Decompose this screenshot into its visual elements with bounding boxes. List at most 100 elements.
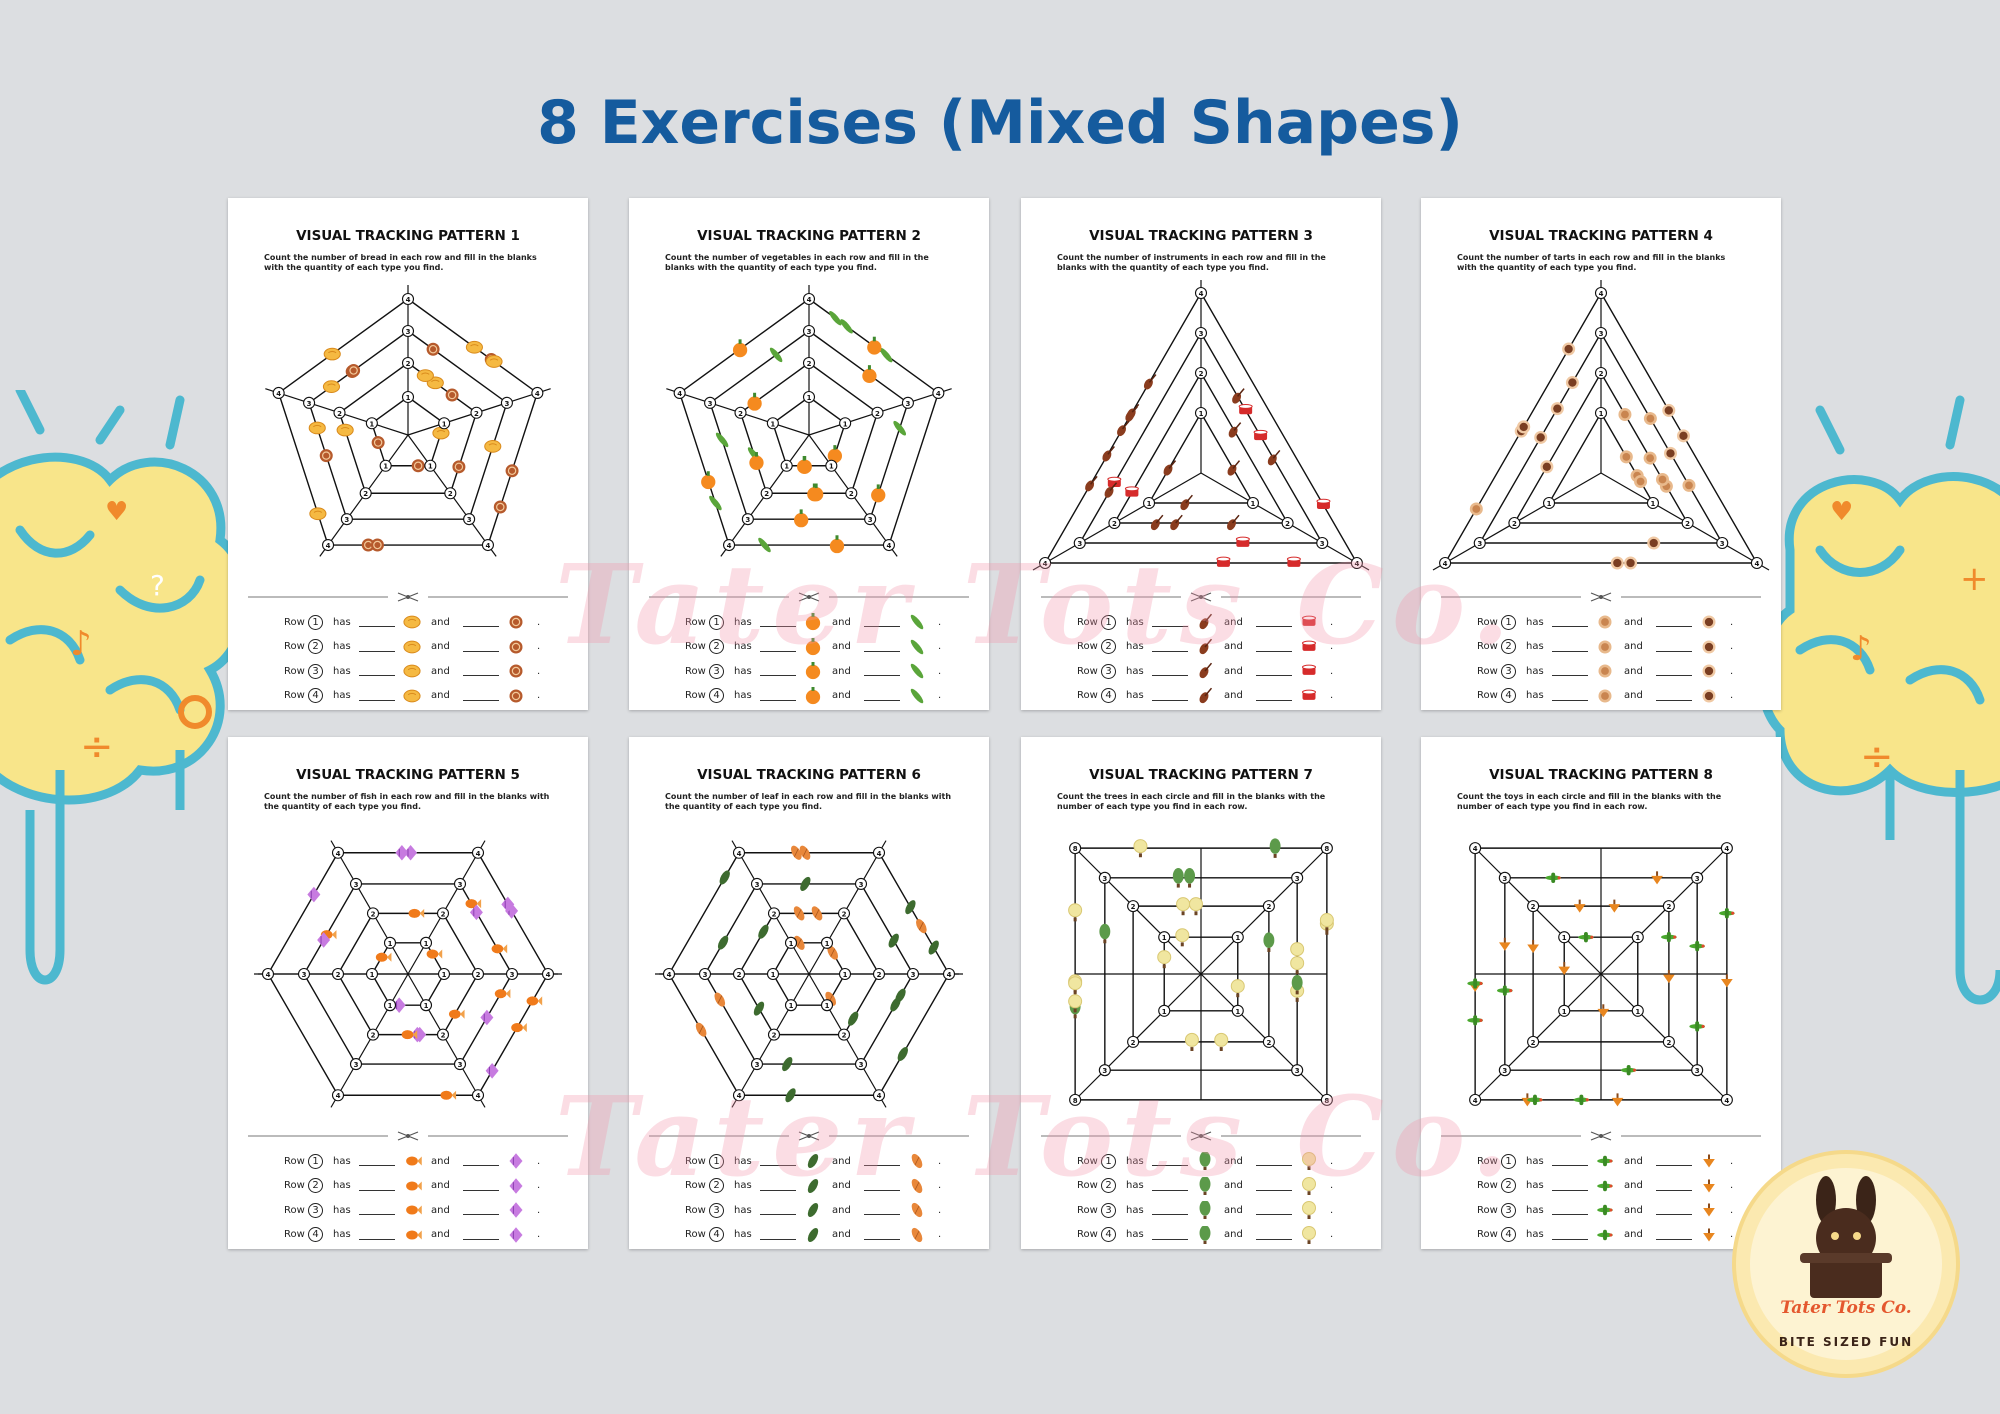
green-tree-icon <box>1269 838 1281 858</box>
answer-blank-2[interactable] <box>463 617 499 628</box>
answer-blank-1[interactable] <box>1552 1205 1588 1216</box>
answer-blank-1[interactable] <box>760 691 796 701</box>
cucumber-icon <box>910 639 924 654</box>
yellow-tree-icon <box>1133 839 1148 858</box>
answer-blank-2[interactable] <box>1256 691 1292 701</box>
answer-blank-2[interactable] <box>1656 1230 1692 1240</box>
bread-icon <box>403 689 421 703</box>
answer-blank-2[interactable] <box>1256 666 1292 677</box>
answer-blank-2[interactable] <box>463 1205 499 1216</box>
answer-blank-2[interactable] <box>1256 1156 1292 1167</box>
answer-blank-1[interactable] <box>760 617 796 628</box>
svg-text:4: 4 <box>1724 845 1729 853</box>
answer-row: Row 4 has and. <box>1477 1223 1747 1248</box>
svg-text:3: 3 <box>1695 875 1700 883</box>
answer-blank-2[interactable] <box>1256 642 1292 652</box>
oak-leaf-icon <box>791 845 802 860</box>
answer-blank-1[interactable] <box>760 1156 796 1167</box>
answer-blank-1[interactable] <box>1552 691 1588 701</box>
track-spoke <box>330 973 409 1108</box>
row-number: 4 <box>1101 688 1116 704</box>
violin-icon <box>1163 460 1177 476</box>
ring-number-label: 1 <box>419 999 433 1012</box>
answer-blank-1[interactable] <box>1152 1181 1188 1191</box>
answer-blank-1[interactable] <box>760 1181 796 1191</box>
green-leaf-icon <box>800 876 811 891</box>
answer-blank-1[interactable] <box>1152 1156 1188 1167</box>
answer-blank-2[interactable] <box>1656 1156 1692 1167</box>
answer-blank-1[interactable] <box>760 666 796 677</box>
answer-blank-2[interactable] <box>864 666 900 677</box>
answer-blank-2[interactable] <box>1256 617 1292 628</box>
answer-blank-2[interactable] <box>1656 1205 1692 1216</box>
violin-icon <box>1267 449 1281 466</box>
answer-blank-1[interactable] <box>1552 1230 1588 1240</box>
answer-blank-1[interactable] <box>1552 1181 1588 1191</box>
answer-blank-2[interactable] <box>463 1156 499 1167</box>
period: . <box>938 1155 942 1167</box>
answer-blank-1[interactable] <box>1152 691 1188 701</box>
answer-blank-2[interactable] <box>864 617 900 628</box>
goldfish-icon <box>406 1156 422 1166</box>
answer-blank-1[interactable] <box>359 1205 395 1216</box>
worksheet-instruction: Count the number of vegetables in each r… <box>665 253 929 272</box>
answer-blank-2[interactable] <box>1656 691 1692 701</box>
drum-icon <box>1302 640 1316 651</box>
tart-icon <box>1598 689 1612 703</box>
answer-blank-1[interactable] <box>1552 1156 1588 1167</box>
period: . <box>1730 641 1734 653</box>
yellow-tree-icon <box>1302 1225 1316 1244</box>
answer-blank-2[interactable] <box>1256 1230 1292 1240</box>
answer-blank-2[interactable] <box>864 642 900 652</box>
svg-text:1: 1 <box>807 394 812 402</box>
goldfish-icon <box>406 1181 422 1191</box>
answer-blank-1[interactable] <box>1152 642 1188 652</box>
answer-blank-2[interactable] <box>1256 1205 1292 1216</box>
answer-blank-2[interactable] <box>1656 1181 1692 1191</box>
answer-blank-2[interactable] <box>1656 666 1692 677</box>
answer-blank-1[interactable] <box>1552 666 1588 677</box>
spinning-top-icon <box>1703 1154 1715 1168</box>
svg-text:♪: ♪ <box>70 624 92 664</box>
answer-blank-2[interactable] <box>463 666 499 677</box>
answer-blank-1[interactable] <box>359 1156 395 1167</box>
answer-blank-1[interactable] <box>359 666 395 677</box>
answer-blank-1[interactable] <box>1152 1205 1188 1216</box>
svg-text:4: 4 <box>677 390 682 398</box>
svg-text:1: 1 <box>829 463 834 471</box>
answer-blank-2[interactable] <box>1256 1181 1292 1191</box>
toy-plane-icon <box>1497 985 1513 996</box>
track-ring <box>709 330 909 520</box>
answer-blank-1[interactable] <box>359 1181 395 1191</box>
worksheet-title: VISUAL TRACKING PATTERN 8 <box>1489 767 1713 783</box>
answer-blank-1[interactable] <box>359 691 395 701</box>
answer-blank-1[interactable] <box>359 1230 395 1240</box>
answer-blank-1[interactable] <box>359 617 395 628</box>
answer-blank-1[interactable] <box>1152 666 1188 677</box>
ring-number-label: 4 <box>673 386 686 400</box>
answer-blank-2[interactable] <box>463 642 499 652</box>
answer-blank-2[interactable] <box>864 1205 900 1216</box>
answer-blank-1[interactable] <box>1552 617 1588 628</box>
answer-blank-1[interactable] <box>1552 642 1588 652</box>
answer-blank-2[interactable] <box>463 1230 499 1240</box>
answer-blank-1[interactable] <box>760 1205 796 1216</box>
answer-blank-2[interactable] <box>1656 617 1692 628</box>
answer-blank-1[interactable] <box>1152 617 1188 628</box>
answer-blank-2[interactable] <box>864 691 900 701</box>
answer-blank-2[interactable] <box>463 691 499 701</box>
answer-blank-2[interactable] <box>463 1181 499 1191</box>
answer-blank-2[interactable] <box>864 1230 900 1240</box>
answer-blank-1[interactable] <box>1152 1230 1188 1240</box>
pepper-icon <box>732 339 748 358</box>
answer-blank-1[interactable] <box>359 642 395 652</box>
angelfish-icon <box>317 932 331 948</box>
answer-blank-1[interactable] <box>760 1230 796 1240</box>
answer-blank-2[interactable] <box>1656 642 1692 652</box>
has-word: has <box>734 1180 752 1192</box>
ring-number-label: 3 <box>505 967 519 981</box>
answer-blank-1[interactable] <box>760 642 796 652</box>
and-word: and <box>1624 690 1643 702</box>
answer-blank-2[interactable] <box>864 1181 900 1191</box>
answer-blank-2[interactable] <box>864 1156 900 1167</box>
